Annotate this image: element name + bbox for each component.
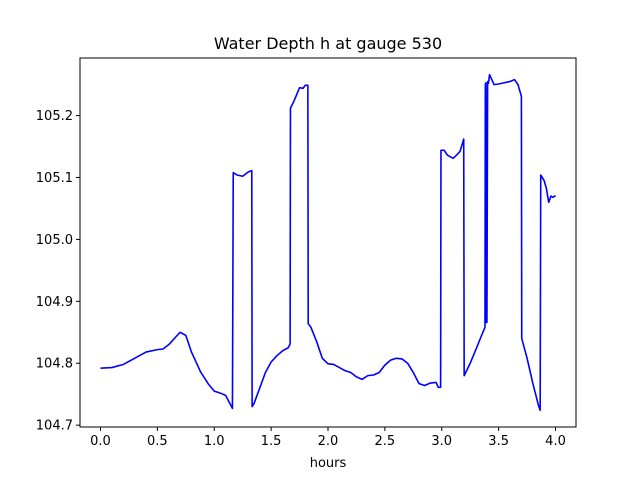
y-tick-label: 104.8 [36,357,73,372]
y-tick-label: 105.1 [36,171,73,186]
x-axis-label: hours [310,456,347,471]
y-axis: 104.7 104.8 104.9 105.0 105.1 105.2 [36,109,80,434]
x-tick-label: 1.5 [261,434,282,449]
y-tick-label: 105.2 [36,109,73,124]
y-tick-label: 105.0 [36,233,73,248]
x-tick-label: 2.0 [318,434,339,449]
x-tick-label: 4.0 [545,434,566,449]
x-tick-label: 2.5 [375,434,396,449]
x-tick-label: 3.0 [431,434,452,449]
y-tick-label: 104.7 [36,419,73,434]
x-tick-label: 0.0 [90,434,111,449]
x-tick-label: 0.5 [147,434,168,449]
x-axis: 0.0 0.5 1.0 1.5 2.0 2.5 3.0 3.5 4.0 [90,427,566,449]
plot-area [100,73,557,412]
chart-title: Water Depth h at gauge 530 [214,34,442,53]
series-line-0 [100,73,557,412]
x-tick-label: 3.5 [488,434,509,449]
x-tick-label: 1.0 [204,434,225,449]
y-tick-label: 104.9 [36,295,73,310]
